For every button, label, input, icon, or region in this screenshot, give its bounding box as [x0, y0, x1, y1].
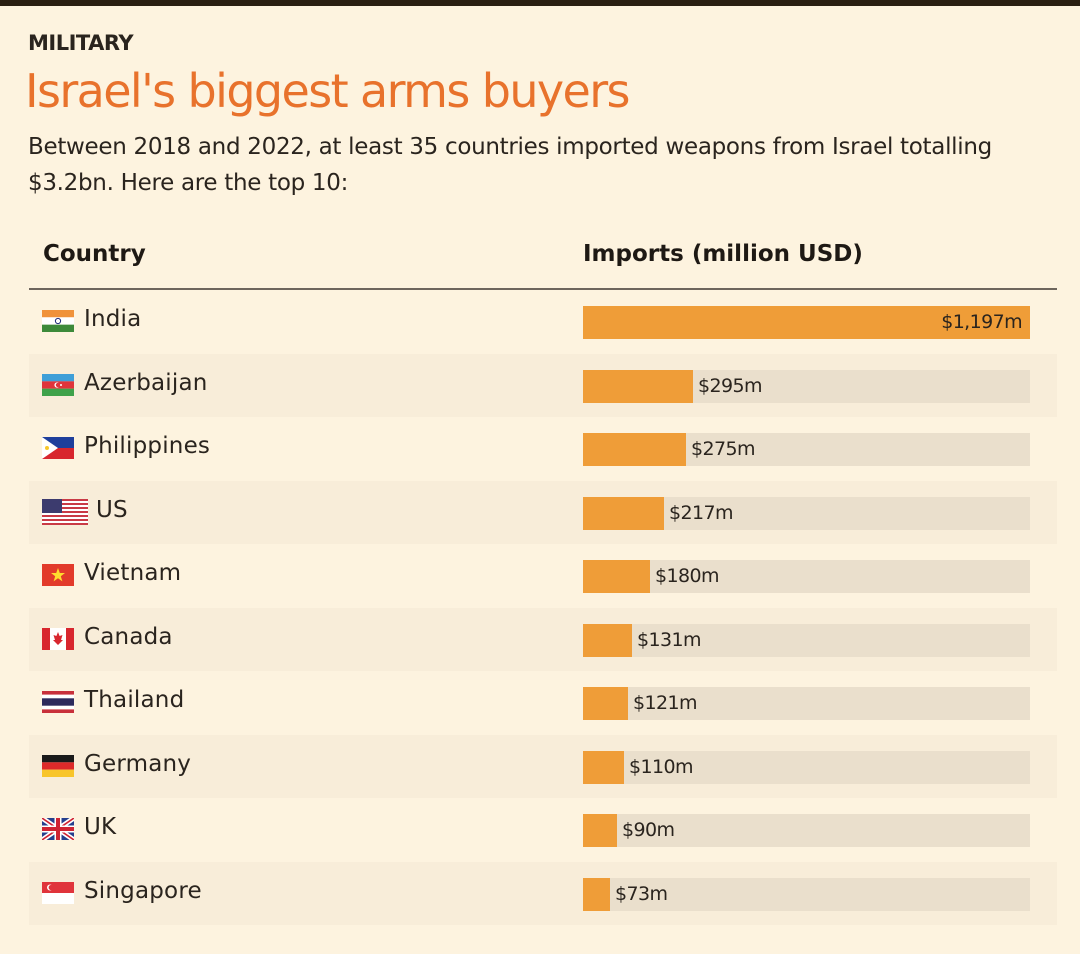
table-row: Philippines $275m: [29, 417, 1057, 480]
top-border: [0, 0, 1080, 6]
bar: [583, 433, 686, 466]
column-header-imports: Imports (million USD): [583, 241, 863, 267]
singapore-flag-icon: [42, 882, 74, 904]
bar-track: $1,197m: [583, 306, 1030, 339]
table-row: Thailand $121m: [29, 671, 1057, 734]
uk-flag-icon: [42, 818, 74, 840]
country-label: US: [96, 497, 128, 523]
bar-track: $73m: [583, 878, 1030, 911]
bar: [583, 370, 693, 403]
value-label: $73m: [615, 883, 668, 905]
country-label: India: [84, 306, 142, 332]
bar-track: $110m: [583, 751, 1030, 784]
india-flag-icon: [42, 310, 74, 332]
chart-subtitle: Between 2018 and 2022, at least 35 count…: [28, 134, 992, 196]
country-label: Germany: [84, 751, 192, 777]
table-row: Germany $110m: [29, 735, 1057, 798]
bar-track: $295m: [583, 370, 1030, 403]
value-label: $217m: [669, 502, 733, 524]
bar: [583, 560, 650, 593]
thailand-flag-icon: [42, 691, 74, 713]
vietnam-flag-icon: [42, 564, 74, 586]
bar-track: $131m: [583, 624, 1030, 657]
value-label: $295m: [698, 375, 762, 397]
bar-track: $90m: [583, 814, 1030, 847]
country-label: UK: [84, 814, 117, 840]
bar: [583, 687, 628, 720]
value-label: $121m: [633, 692, 697, 714]
table-row: Vietnam $180m: [29, 544, 1057, 607]
azerbaijan-flag-icon: [42, 374, 74, 396]
country-label: Thailand: [84, 687, 185, 713]
country-label: Vietnam: [84, 560, 182, 586]
value-label: $110m: [629, 756, 693, 778]
table-row: Canada $131m: [29, 608, 1057, 671]
table-row: US $217m: [29, 481, 1057, 544]
bar: [583, 751, 624, 784]
section-kicker: MILITARY: [28, 31, 134, 55]
us-flag-icon: [42, 499, 88, 525]
bar-track: $275m: [583, 433, 1030, 466]
value-label: $275m: [691, 438, 755, 460]
table-row: UK $90m: [29, 798, 1057, 861]
value-label: $131m: [637, 629, 701, 651]
country-label: Canada: [84, 624, 173, 650]
bar: [583, 624, 632, 657]
bar-track: $121m: [583, 687, 1030, 720]
bar-track: $180m: [583, 560, 1030, 593]
table-row: Singapore $73m: [29, 862, 1057, 925]
canada-flag-icon: [42, 628, 74, 650]
country-label: Azerbaijan: [84, 370, 208, 396]
bar: [583, 306, 1030, 339]
bar: [583, 878, 610, 911]
bar-track: $217m: [583, 497, 1030, 530]
country-label: Singapore: [84, 878, 202, 904]
germany-flag-icon: [42, 755, 74, 777]
table-row: Azerbaijan $295m: [29, 354, 1057, 417]
column-header-country: Country: [43, 241, 146, 267]
bar: [583, 497, 664, 530]
header-divider: [29, 288, 1057, 290]
bar: [583, 814, 617, 847]
value-label: $180m: [655, 565, 719, 587]
value-label: $90m: [622, 819, 675, 841]
value-label: $1,197m: [941, 311, 1022, 333]
philippines-flag-icon: [42, 437, 74, 459]
chart-title: Israel's biggest arms buyers: [25, 64, 631, 118]
country-label: Philippines: [84, 433, 211, 459]
table-row: India $1,197m: [29, 290, 1057, 353]
